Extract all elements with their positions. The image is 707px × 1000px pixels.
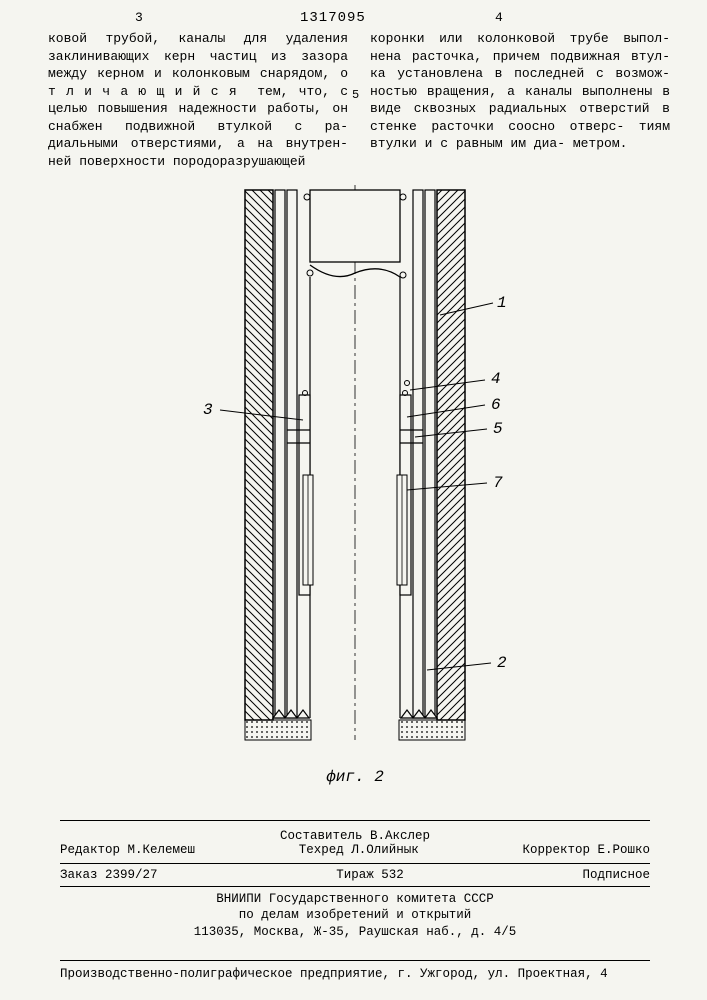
- callout-7: 7: [493, 474, 503, 492]
- page-number-left: 3: [135, 10, 143, 25]
- right-column-text: коронки или колонковой трубе выпол- нена…: [370, 30, 670, 153]
- callout-6: 6: [491, 396, 501, 414]
- order-number: Заказ 2399/27: [60, 868, 158, 882]
- figure-2: 1 2 3 4 5 6 7 фиг. 2: [175, 185, 535, 785]
- diagram-svg: 1 2 3 4 5 6 7: [175, 185, 535, 760]
- techred: Техред Л.Олийнык: [299, 843, 419, 857]
- callout-3: 3: [203, 401, 213, 419]
- footer: Производственно-полиграфическое предприя…: [60, 960, 650, 981]
- credits-block: Составитель В.Акслер Редактор М.Келемеш …: [60, 820, 650, 940]
- compiler: Составитель В.Акслер: [60, 829, 650, 843]
- subscription: Подписное: [582, 868, 650, 882]
- patent-number: 1317095: [300, 10, 366, 26]
- callout-5: 5: [493, 420, 503, 438]
- callout-1: 1: [497, 294, 507, 312]
- corrector: Корректор Е.Рошко: [522, 843, 650, 857]
- institute-line2: по делам изобретений и открытий: [60, 907, 650, 923]
- page-number-right: 4: [495, 10, 503, 25]
- circulation: Тираж 532: [336, 868, 404, 882]
- figure-caption: фиг. 2: [175, 768, 535, 786]
- institute-line3: 113035, Москва, Ж-35, Раушская наб., д. …: [60, 924, 650, 940]
- institute-line1: ВНИИПИ Государственного комитета СССР: [60, 891, 650, 907]
- callout-2: 2: [497, 654, 507, 672]
- editor: Редактор М.Келемеш: [60, 843, 195, 857]
- callout-4: 4: [491, 370, 501, 388]
- left-column-text: ковой трубой, каналы для удаления заклин…: [48, 30, 348, 170]
